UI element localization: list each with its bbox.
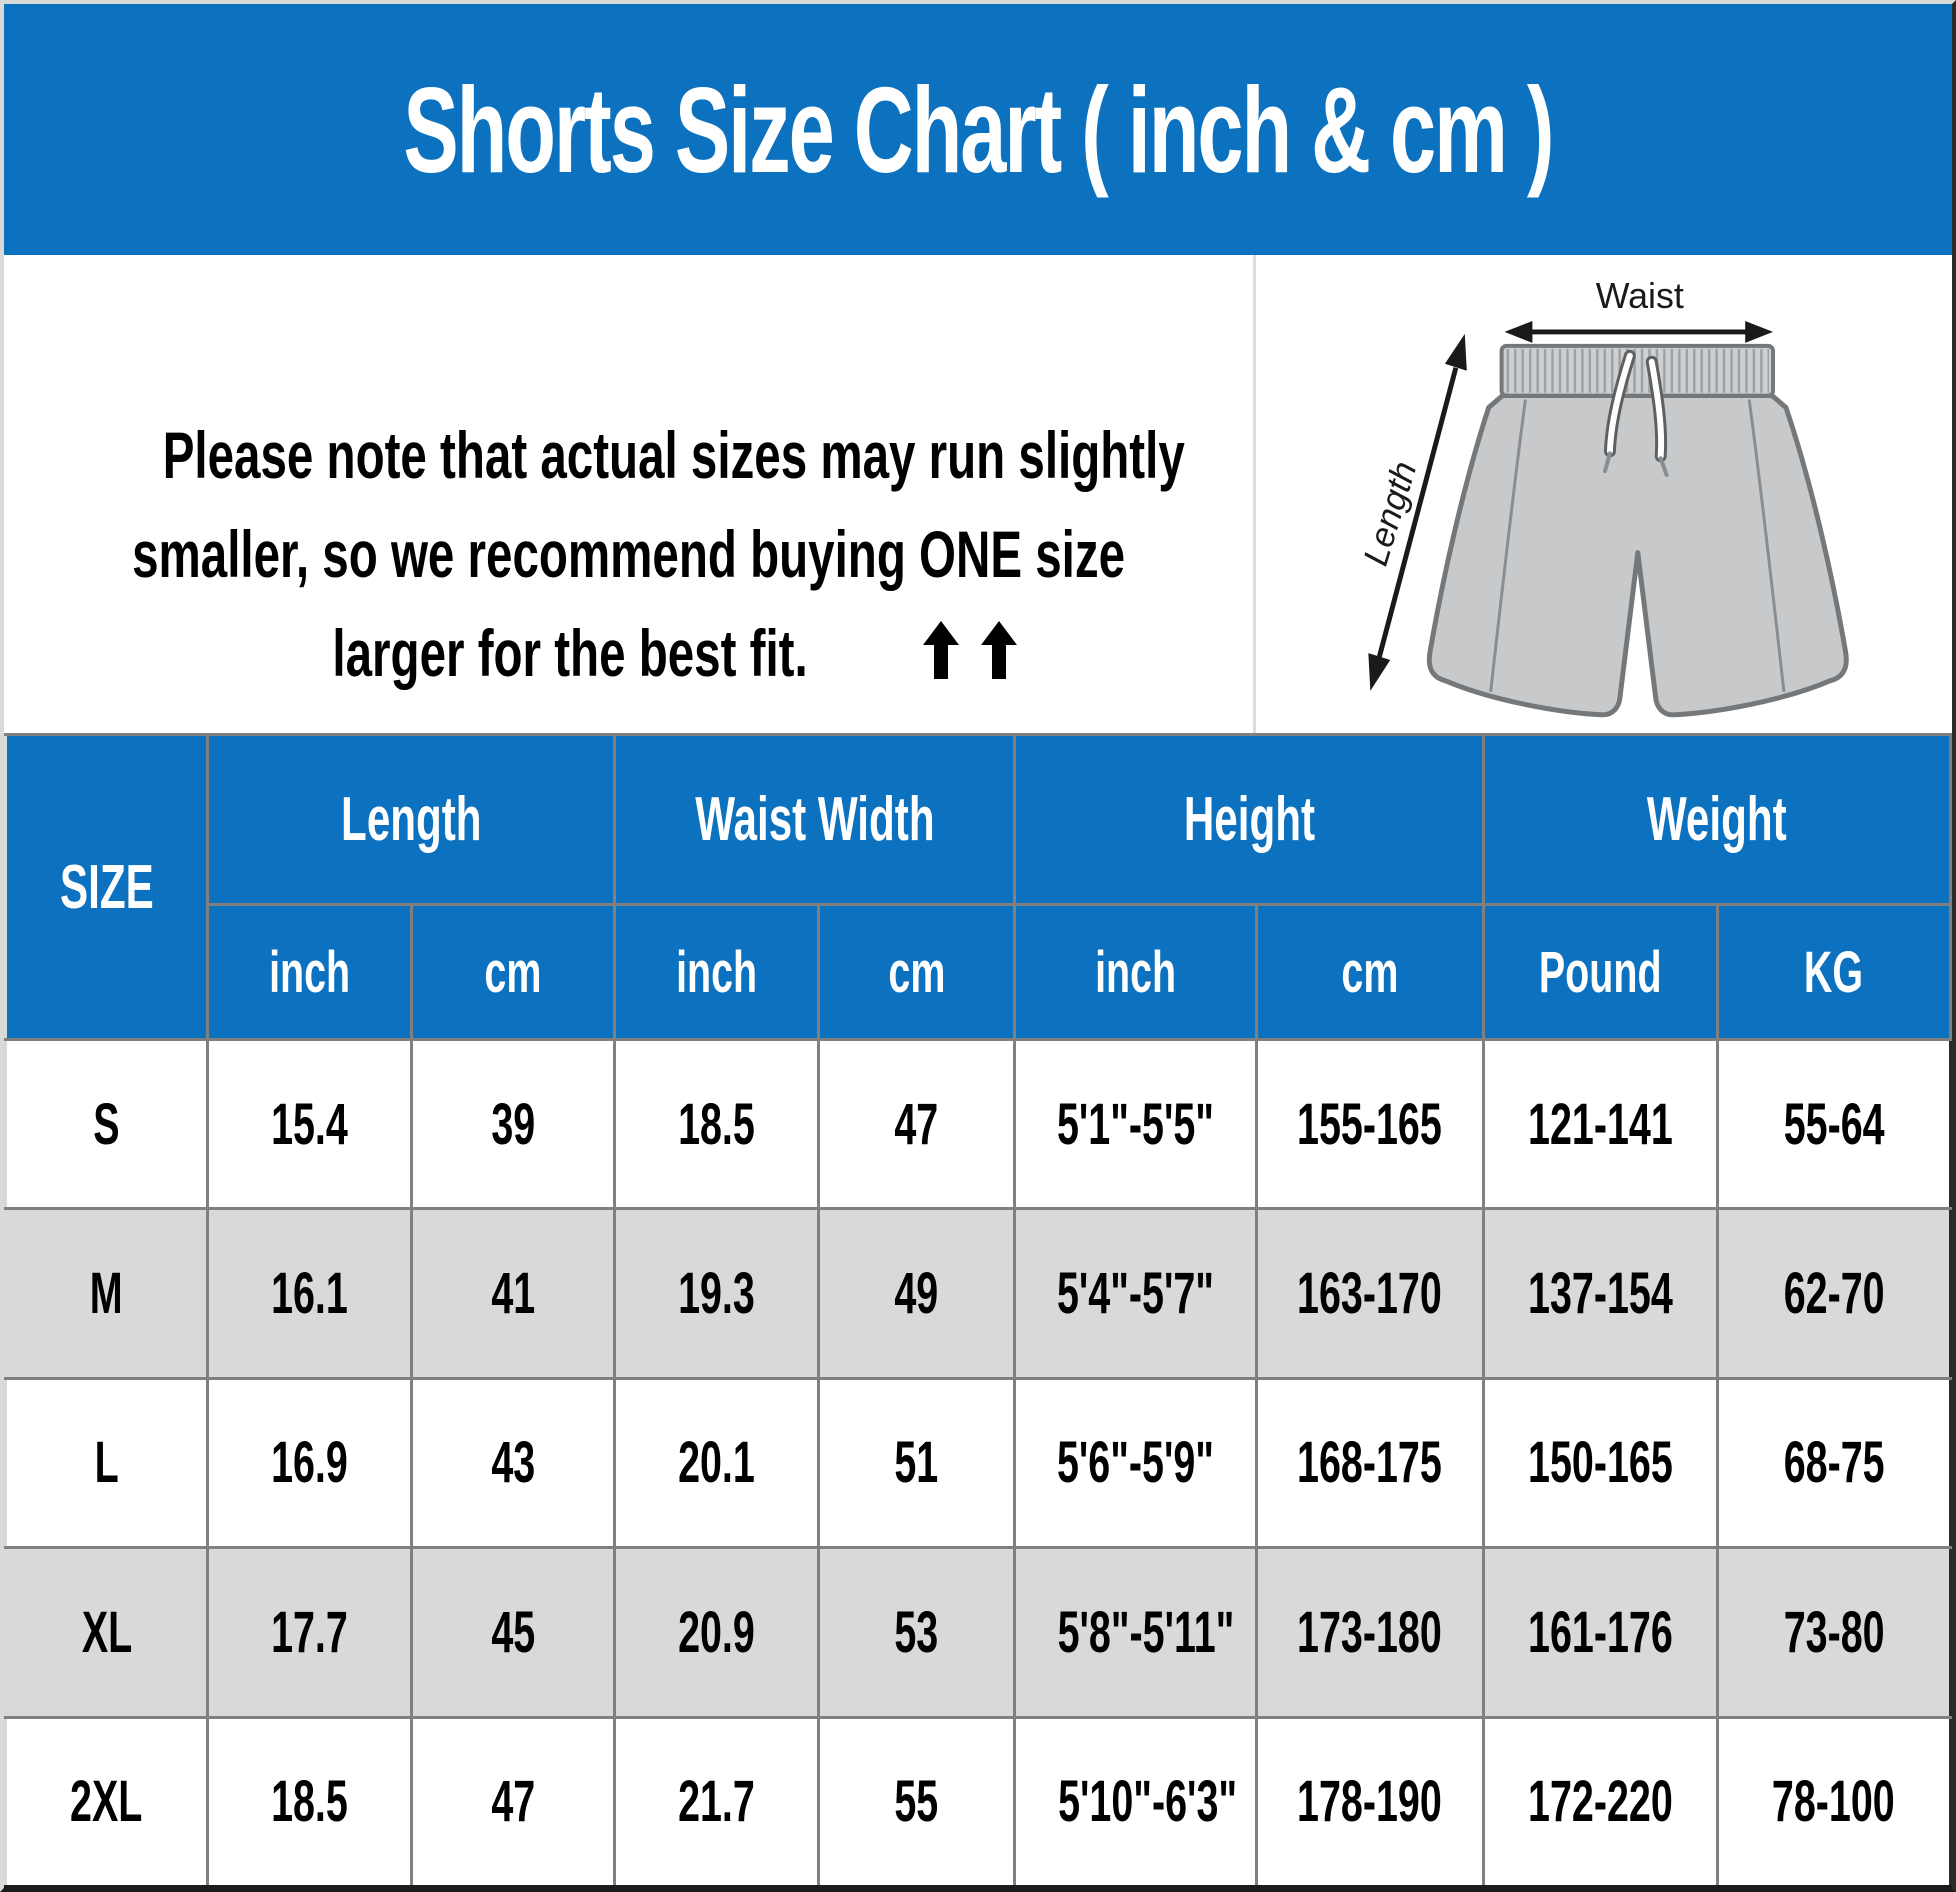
- size-note: Please note that actual sizes may run sl…: [4, 255, 1253, 733]
- cell-waist-cm: 53: [816, 1546, 1017, 1719]
- cell-height-inch: 5'4"-5'7": [1013, 1207, 1258, 1380]
- column-group-waist-width: Waist Width: [612, 733, 1017, 906]
- table-row-l: L 16.9 43 20.1 51 5'6"-5'9" 168-175 150-…: [4, 1376, 1952, 1550]
- cell-length-inch: 16.1: [206, 1207, 414, 1380]
- column-header-waist-cm: cm: [816, 903, 1017, 1041]
- cell-length-cm: 45: [410, 1546, 616, 1719]
- cell-length-cm: 41: [410, 1207, 616, 1380]
- column-header-length-cm: cm: [410, 903, 616, 1041]
- shorts-graphic: Waist Length: [1356, 276, 1849, 718]
- column-group-height: Height: [1013, 733, 1486, 906]
- column-group-weight: Weight: [1482, 733, 1952, 906]
- waist-label: Waist: [1596, 276, 1684, 316]
- table-row-xl: XL 17.7 45 20.9 53 5'8"-5'11" 173-180 16…: [4, 1546, 1952, 1719]
- length-arrow-icon: [1368, 333, 1467, 691]
- cell-waist-inch: 21.7: [612, 1715, 820, 1888]
- waist-arrow-icon: [1504, 320, 1774, 343]
- title-bar: Shorts Size Chart ( inch & cm ): [4, 4, 1952, 255]
- shorts-body: [1426, 393, 1849, 718]
- cell-waist-inch: 20.9: [612, 1546, 820, 1719]
- cell-length-inch: 17.7: [206, 1546, 414, 1719]
- cell-length-inch: 18.5: [206, 1715, 414, 1888]
- table-row-2xl: 2XL 18.5 47 21.7 55 5'10"-6'3" 178-190 1…: [4, 1715, 1952, 1888]
- cell-length-inch: 16.9: [206, 1376, 414, 1550]
- waistband: [1501, 345, 1774, 396]
- cell-height-inch: 5'10"-6'3": [1013, 1715, 1258, 1888]
- column-header-waist-inch: inch: [612, 903, 820, 1041]
- cell-height-cm: 168-175: [1254, 1376, 1486, 1550]
- section-divider: [1253, 255, 1256, 733]
- cell-weight-pound: 150-165: [1482, 1376, 1719, 1550]
- cell-waist-inch: 20.1: [612, 1376, 820, 1550]
- column-header-length-inch: inch: [206, 903, 414, 1041]
- cell-length-inch: 15.4: [206, 1037, 414, 1211]
- column-header-weight-pound: Pound: [1482, 903, 1719, 1041]
- up-arrow-icon: [922, 621, 959, 679]
- cell-waist-cm: 55: [816, 1715, 1017, 1888]
- cell-height-cm: 173-180: [1254, 1546, 1486, 1719]
- cell-height-cm: 178-190: [1254, 1715, 1486, 1888]
- cell-waist-cm: 51: [816, 1376, 1017, 1550]
- column-header-height-inch: inch: [1013, 903, 1258, 1041]
- cell-size: S: [4, 1037, 210, 1211]
- shorts-diagram: Waist Length: [1256, 255, 1952, 733]
- column-header-size: SIZE: [4, 733, 210, 1041]
- cell-length-cm: 39: [410, 1037, 616, 1211]
- table-row-m: M 16.1 41 19.3 49 5'4"-5'7" 163-170 137-…: [4, 1207, 1952, 1380]
- cell-waist-cm: 49: [816, 1207, 1017, 1380]
- note-text: Please note that actual sizes may run sl…: [162, 418, 1185, 492]
- note-text: larger for the best fit.: [332, 616, 809, 690]
- cell-size: L: [4, 1376, 210, 1550]
- cell-weight-kg: 68-75: [1715, 1376, 1952, 1550]
- cell-height-inch: 5'1"-5'5": [1013, 1037, 1258, 1211]
- cell-weight-kg: 73-80: [1715, 1546, 1952, 1719]
- cell-waist-inch: 19.3: [612, 1207, 820, 1380]
- column-header-height-cm: cm: [1254, 903, 1486, 1041]
- cell-size: 2XL: [4, 1715, 210, 1888]
- size-chart-table: SIZE Length Waist Width Height Weight in…: [4, 733, 1952, 1888]
- middle-section: Please note that actual sizes may run sl…: [4, 255, 1952, 733]
- cell-weight-pound: 137-154: [1482, 1207, 1719, 1380]
- cell-height-cm: 163-170: [1254, 1207, 1486, 1380]
- cell-waist-cm: 47: [816, 1037, 1017, 1211]
- note-line-2: smaller, so we recommend buying ONE size: [4, 505, 1318, 604]
- table-row-s: S 15.4 39 18.5 47 5'1"-5'5" 155-165 121-…: [4, 1037, 1952, 1211]
- note-line-3: larger for the best fit.: [240, 604, 1017, 703]
- cell-length-cm: 43: [410, 1376, 616, 1550]
- column-group-length: Length: [206, 733, 616, 906]
- cell-weight-kg: 55-64: [1715, 1037, 1952, 1211]
- page-title: Shorts Size Chart ( inch & cm ): [403, 61, 1554, 198]
- cell-weight-pound: 172-220: [1482, 1715, 1719, 1888]
- note-text: smaller, so we recommend buying ONE size: [132, 517, 1125, 591]
- cell-weight-kg: 62-70: [1715, 1207, 1952, 1380]
- cell-height-inch: 5'8"-5'11": [1013, 1546, 1258, 1719]
- cell-weight-kg: 78-100: [1715, 1715, 1952, 1888]
- cell-weight-pound: 121-141: [1482, 1037, 1719, 1211]
- column-header-weight-kg: KG: [1715, 903, 1952, 1041]
- cell-size: M: [4, 1207, 210, 1380]
- length-label: Length: [1356, 457, 1424, 570]
- drawstring: [1603, 349, 1669, 478]
- cell-height-inch: 5'6"-5'9": [1013, 1376, 1258, 1550]
- cell-waist-inch: 18.5: [612, 1037, 820, 1211]
- cell-size: XL: [4, 1546, 210, 1719]
- up-arrow-icon: [980, 621, 1017, 679]
- cell-weight-pound: 161-176: [1482, 1546, 1719, 1719]
- cell-length-cm: 47: [410, 1715, 616, 1888]
- note-line-1: Please note that actual sizes may run sl…: [4, 406, 1383, 505]
- cell-height-cm: 155-165: [1254, 1037, 1486, 1211]
